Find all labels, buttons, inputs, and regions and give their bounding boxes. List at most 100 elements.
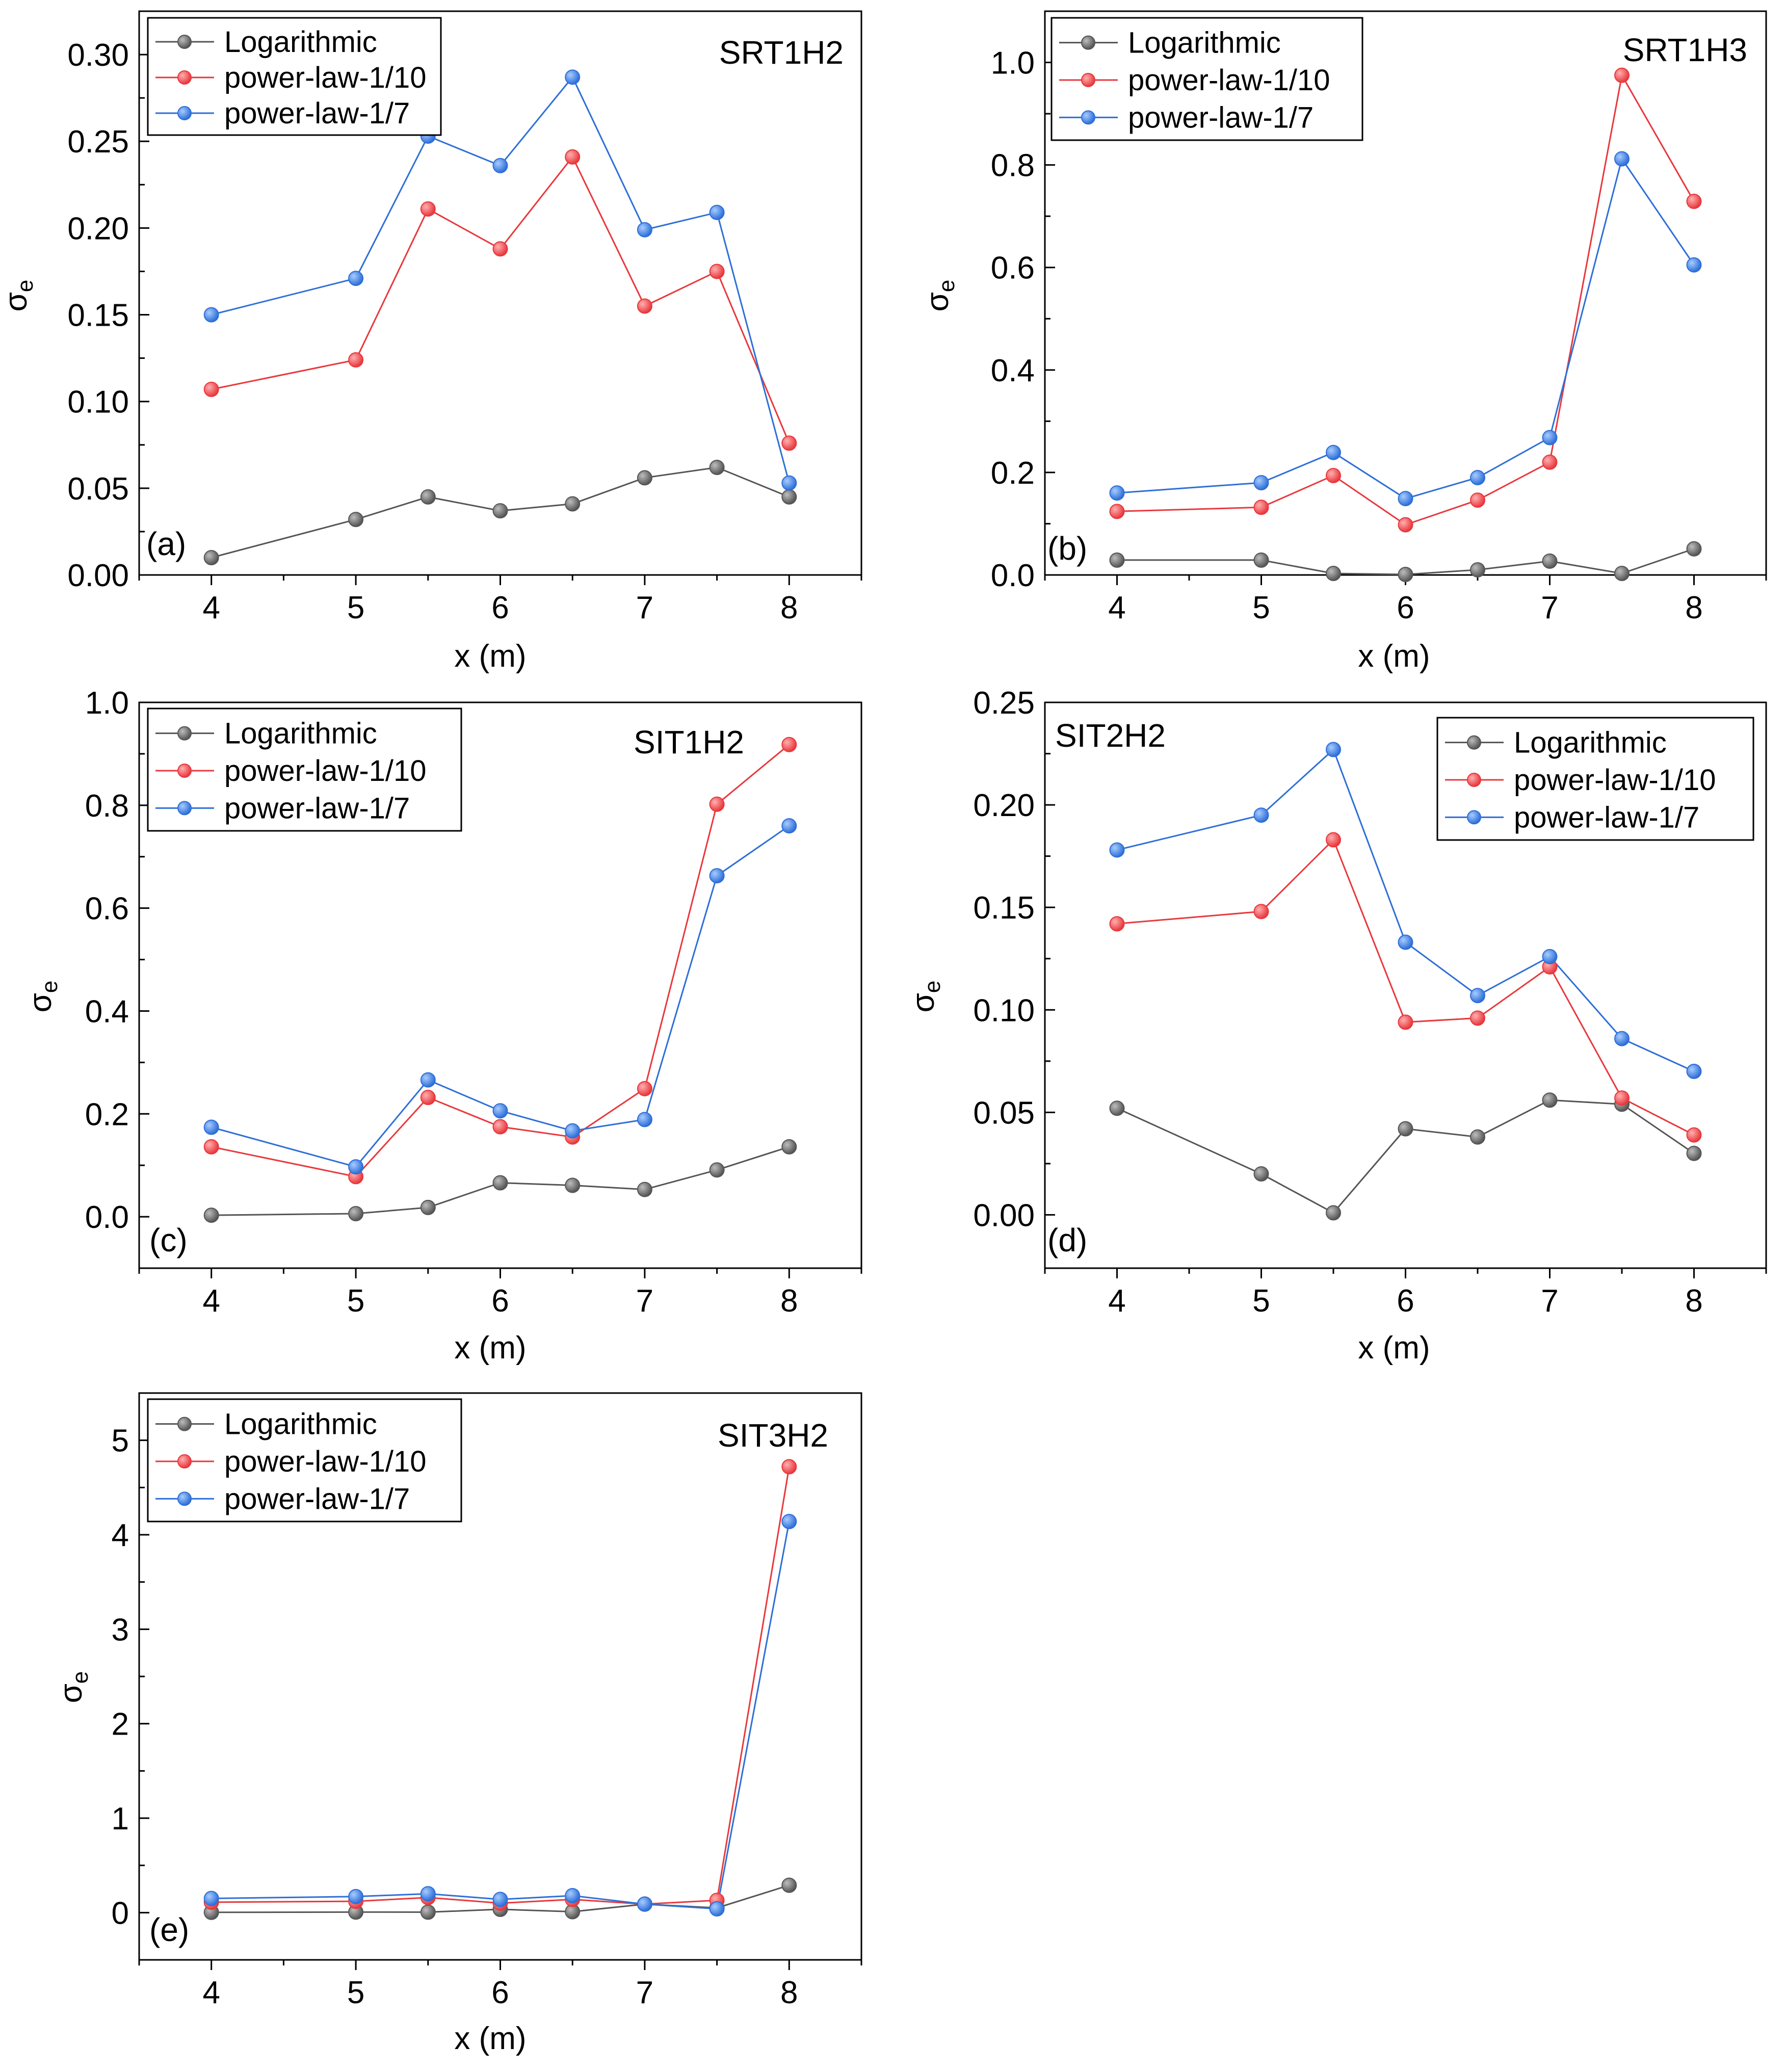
series-layer xyxy=(1109,742,1702,1221)
y-tick-label: 0.15 xyxy=(973,890,1035,926)
y-tick-label: 0.00 xyxy=(973,1198,1035,1233)
legend-label-power-law-1-10: power-law-1/10 xyxy=(224,61,427,94)
panel-tag: (e) xyxy=(149,1911,189,1948)
data-point-power-law-1-7 xyxy=(348,1159,364,1175)
panel-tag: (d) xyxy=(1047,1222,1087,1258)
x-tick-label: 5 xyxy=(347,590,364,625)
y-tick-label: 0.30 xyxy=(67,38,129,73)
data-point-logarithmic xyxy=(637,470,652,486)
y-axis-title-sub: e xyxy=(13,280,38,292)
data-point-power-law-1-10 xyxy=(1398,517,1413,533)
legend: Logarithmic power-law-1/10 power-law-1/7 xyxy=(147,1398,462,1523)
legend-box xyxy=(147,707,462,832)
x-axis: 4 5 6 7 8 xyxy=(1044,575,1767,625)
legend-marker-power-law-1-7 xyxy=(177,106,192,120)
data-point-logarithmic xyxy=(1326,1205,1341,1221)
data-point-power-law-1-7 xyxy=(637,1896,652,1912)
data-point-power-law-1-10 xyxy=(565,149,581,165)
panel-tag: (a) xyxy=(146,526,186,562)
x-tick-label: 8 xyxy=(1685,1283,1702,1319)
data-point-logarithmic xyxy=(1470,1129,1485,1145)
y-tick-label: 0.4 xyxy=(85,994,129,1029)
y-tick-label: 4 xyxy=(112,1518,129,1553)
legend-label-power-law-1-7: power-law-1/7 xyxy=(224,792,410,825)
y-axis-title: σe xyxy=(920,280,959,312)
data-point-power-law-1-10 xyxy=(709,796,725,812)
legend-marker-logarithmic xyxy=(1081,35,1095,50)
x-tick-label: 5 xyxy=(347,1975,364,2010)
data-point-power-law-1-7 xyxy=(1326,742,1341,757)
data-point-power-law-1-7 xyxy=(565,69,581,85)
legend-marker-power-law-1-7 xyxy=(177,801,192,816)
data-point-power-law-1-10 xyxy=(1253,500,1269,515)
data-point-logarithmic xyxy=(781,1877,797,1893)
data-point-logarithmic xyxy=(1686,541,1702,557)
series-line-power-law-1-10 xyxy=(211,744,790,1178)
data-point-logarithmic xyxy=(1542,553,1558,569)
y-axis-title-main: σ xyxy=(54,1684,89,1703)
data-point-power-law-1-10 xyxy=(1398,1014,1413,1030)
data-point-power-law-1-7 xyxy=(1398,491,1413,507)
data-point-power-law-1-7 xyxy=(781,818,797,834)
data-point-power-law-1-10 xyxy=(1326,832,1341,848)
y-tick-label: 0.25 xyxy=(973,686,1035,721)
data-point-power-law-1-7 xyxy=(709,204,725,220)
legend-label-logarithmic: Logarithmic xyxy=(224,25,377,59)
x-tick-label: 7 xyxy=(636,1283,653,1319)
legend-marker-power-law-1-10 xyxy=(1467,773,1481,787)
x-axis-title: x (m) xyxy=(1358,639,1430,674)
x-tick-label: 4 xyxy=(1108,590,1125,625)
data-point-logarithmic xyxy=(1253,1166,1269,1182)
x-tick-label: 6 xyxy=(1397,1283,1414,1319)
data-point-logarithmic xyxy=(1109,552,1125,568)
legend-marker-logarithmic xyxy=(177,726,192,741)
data-point-logarithmic xyxy=(709,1162,725,1178)
data-point-logarithmic xyxy=(492,503,508,519)
series-layer xyxy=(203,1459,797,1920)
x-tick-label: 8 xyxy=(780,1975,798,2010)
series-line-power-law-1-7 xyxy=(211,825,790,1168)
data-point-power-law-1-7 xyxy=(492,158,508,173)
data-point-power-law-1-10 xyxy=(637,1081,652,1096)
y-axis: 0 1 2 3 4 5 xyxy=(112,1424,149,1931)
legend-label-power-law-1-7: power-law-1/7 xyxy=(224,97,410,130)
data-point-power-law-1-10 xyxy=(781,435,797,451)
data-point-logarithmic xyxy=(1398,1121,1413,1137)
panel-tag: (b) xyxy=(1047,530,1087,567)
series-layer xyxy=(1109,67,1702,582)
data-point-power-law-1-7 xyxy=(1686,1063,1702,1079)
x-axis: 4 5 6 7 8 xyxy=(138,575,862,625)
data-point-power-law-1-7 xyxy=(637,222,652,238)
data-point-power-law-1-7 xyxy=(1109,842,1125,858)
y-axis-title-main: σ xyxy=(0,292,34,311)
legend-marker-power-law-1-10 xyxy=(177,1454,192,1468)
y-tick-label: 0.20 xyxy=(67,211,129,246)
y-axis: 0.00 0.05 0.10 0.15 0.20 0.25 xyxy=(973,686,1055,1233)
legend-marker-logarithmic xyxy=(177,35,192,49)
y-axis-title: σe xyxy=(0,280,38,312)
chart-title: SIT3H2 xyxy=(718,1417,828,1454)
data-point-power-law-1-10 xyxy=(1542,454,1558,470)
x-tick-label: 6 xyxy=(491,1283,509,1319)
data-point-power-law-1-7 xyxy=(781,1514,797,1530)
y-tick-label: 0.2 xyxy=(85,1097,129,1132)
legend: Logarithmic power-law-1/10 power-law-1/7 xyxy=(1436,717,1754,841)
y-tick-label: 0.0 xyxy=(85,1200,129,1235)
x-tick-label: 4 xyxy=(1108,1283,1125,1319)
x-tick-label: 7 xyxy=(636,1975,653,2010)
data-point-logarithmic xyxy=(637,1182,652,1197)
x-axis: 4 5 6 7 8 xyxy=(138,1268,862,1319)
data-point-power-law-1-10 xyxy=(348,352,364,368)
data-point-power-law-1-10 xyxy=(203,1139,219,1155)
y-tick-label: 0.6 xyxy=(991,251,1035,286)
x-tick-label: 4 xyxy=(202,1975,220,2010)
data-point-power-law-1-10 xyxy=(492,1119,508,1135)
y-tick-label: 1 xyxy=(112,1801,129,1837)
chart-title: SIT2H2 xyxy=(1055,717,1166,754)
y-tick-label: 0.05 xyxy=(67,471,129,507)
data-point-power-law-1-10 xyxy=(1614,1090,1630,1106)
y-axis-title-main: σ xyxy=(906,993,941,1012)
y-tick-label: 0.00 xyxy=(67,558,129,593)
data-point-power-law-1-7 xyxy=(1109,485,1125,501)
data-point-power-law-1-7 xyxy=(492,1892,508,1907)
